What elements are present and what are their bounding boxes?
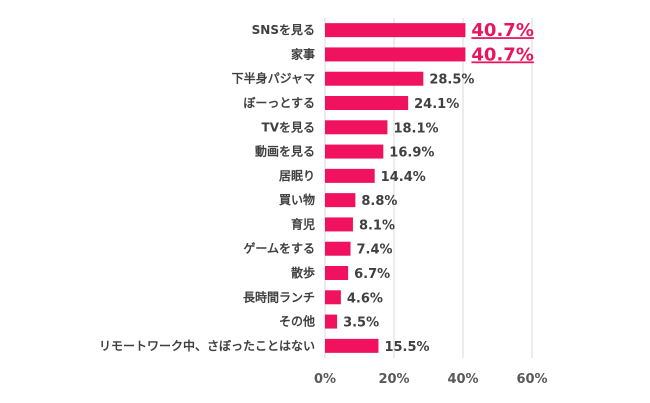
category-label: ゲームをする: [243, 241, 315, 256]
value-label: 15.5%: [384, 340, 429, 355]
x-tick-label: 40%: [447, 372, 478, 387]
category-label: 動画を見る: [255, 144, 315, 159]
category-label: 散歩: [291, 265, 315, 280]
bar: [325, 241, 351, 256]
bar: [325, 217, 353, 232]
value-label: 8.1%: [359, 218, 395, 233]
value-label: 24.1%: [414, 97, 459, 112]
bar: [325, 266, 349, 280]
bar: [325, 120, 388, 135]
category-label: TVを見る: [262, 119, 315, 134]
bar: [325, 47, 466, 62]
category-label: SNSを見る: [252, 22, 315, 37]
value-label: 8.8%: [361, 194, 397, 209]
gridlines: [324, 18, 533, 358]
value-label: 4.6%: [347, 291, 383, 306]
value-label-highlighted: 40.7%: [471, 20, 533, 41]
bar: [325, 71, 424, 86]
category-label: リモートワーク中、さぼったことはない: [99, 338, 315, 353]
bar: [325, 168, 375, 183]
category-label: 長時間ランチ: [243, 289, 315, 304]
value-label: 18.1%: [393, 121, 438, 136]
bar: [325, 96, 409, 110]
value-label: 28.5%: [429, 73, 474, 88]
category-label: 家事: [291, 46, 315, 61]
category-label: ぼーっとする: [243, 96, 315, 110]
bars: [325, 23, 466, 353]
x-axis-tick-labels: 0% 20% 40% 60%: [314, 372, 548, 387]
value-label: 7.4%: [357, 243, 393, 258]
x-tick-label: 60%: [516, 372, 547, 387]
x-tick-label: 0%: [314, 372, 336, 387]
bar: [325, 23, 466, 38]
value-label: 14.4%: [381, 170, 426, 185]
x-tick-label: 20%: [378, 372, 409, 387]
value-label: 6.7%: [354, 267, 390, 282]
value-label: 16.9%: [389, 146, 434, 161]
category-label: 買い物: [279, 192, 315, 207]
value-label: 3.5%: [343, 316, 379, 331]
bar: [325, 338, 379, 353]
value-label-highlighted: 40.7%: [471, 44, 533, 65]
bar: [325, 193, 356, 208]
category-label: 下半身パジャマ: [232, 71, 315, 86]
bar: [325, 290, 341, 305]
category-label: 育児: [291, 216, 315, 231]
category-label: 居眠り: [279, 169, 315, 183]
bar: [325, 144, 384, 159]
category-label: その他: [279, 314, 315, 329]
bar: [325, 314, 338, 329]
value-labels: 40.7% 40.7% 28.5% 24.1% 18.1% 16.9% 14.4% 8.8% 8…: [343, 20, 534, 355]
